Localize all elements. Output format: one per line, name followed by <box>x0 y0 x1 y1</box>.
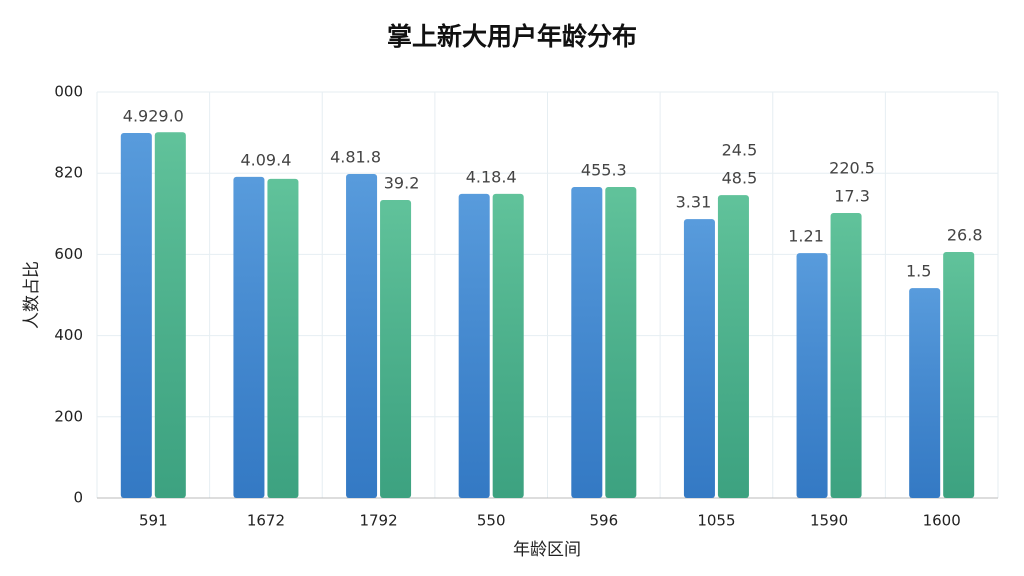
x-tick-label: 596 <box>589 512 618 530</box>
x-tick-label: 591 <box>139 512 168 530</box>
data-label: 4.81.8 <box>330 148 381 167</box>
bar-shade <box>683 219 715 498</box>
y-tick-label: 0 <box>73 489 83 507</box>
data-label: 1.21 <box>788 227 824 246</box>
data-label: 17.3 <box>834 186 870 205</box>
x-tick-label: 1672 <box>247 512 285 530</box>
x-tick-label: 1055 <box>697 512 735 530</box>
data-label: 39.2 <box>384 173 420 192</box>
data-label: 1.5 <box>906 262 931 281</box>
bar-shade <box>380 199 412 498</box>
data-label: 455.3 <box>581 161 627 180</box>
data-label: 4.18.4 <box>466 167 517 186</box>
bar-shade <box>346 174 378 498</box>
bar-shade <box>492 193 524 498</box>
y-tick-label: 000 <box>54 83 83 101</box>
bar-shade <box>717 195 749 498</box>
bar-shade <box>267 178 299 498</box>
y-tick-label: 820 <box>54 164 83 182</box>
y-tick-label: 400 <box>54 326 83 344</box>
data-label: 3.31 <box>676 193 712 212</box>
bar-shade <box>571 187 603 498</box>
bar-shade <box>909 288 941 498</box>
bar-shade <box>233 176 265 498</box>
bar-shade <box>605 187 637 498</box>
x-tick-label: 1600 <box>923 512 961 530</box>
y-tick-label: 200 <box>54 407 83 425</box>
bar-shade <box>154 132 186 498</box>
bar-shade <box>830 212 862 498</box>
bar-shade <box>120 133 152 499</box>
data-label: 26.8 <box>947 225 983 244</box>
data-label: 24.5 <box>722 141 758 160</box>
data-label: 4.929.0 <box>123 107 184 126</box>
bar-shade <box>796 253 828 498</box>
data-label: 220.5 <box>829 158 875 177</box>
bar-shade <box>458 193 490 498</box>
y-tick-label: 600 <box>54 245 83 263</box>
bar-shade <box>943 251 975 498</box>
x-axis-title: 年龄区间 <box>513 540 581 560</box>
y-axis-title: 人数占比 <box>22 261 42 329</box>
x-tick-label: 550 <box>477 512 506 530</box>
x-tick-label: 1590 <box>810 512 848 530</box>
data-label: 4.09.4 <box>240 150 291 169</box>
data-label: 48.5 <box>722 169 758 188</box>
chart-title: 掌上新大用户年龄分布 <box>387 22 637 51</box>
x-tick-label: 1792 <box>359 512 397 530</box>
